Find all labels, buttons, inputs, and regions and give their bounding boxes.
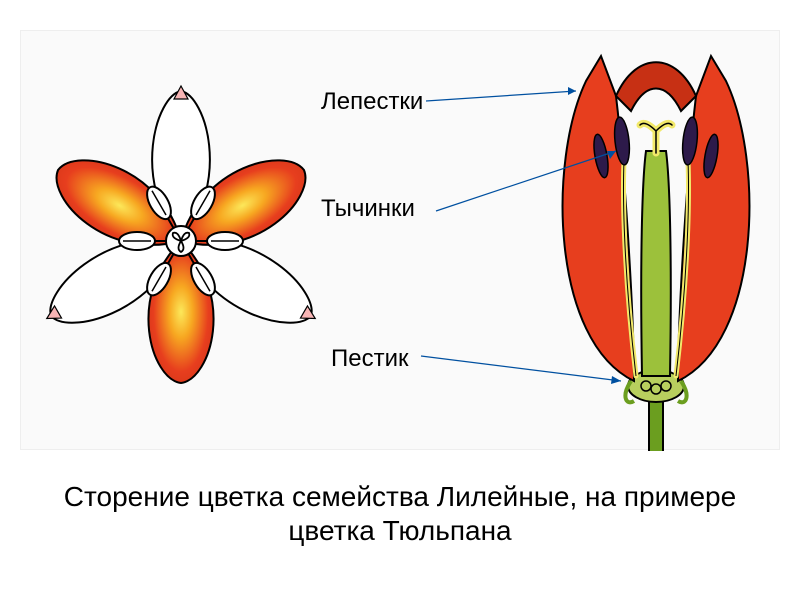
ovule bbox=[641, 381, 651, 391]
ovule bbox=[651, 384, 661, 394]
label-petals: Лепестки bbox=[321, 89, 441, 115]
side-view-flower bbox=[526, 31, 786, 451]
top-view-flower bbox=[21, 31, 351, 451]
figure-caption: Сторение цветка семейства Лилейные, на п… bbox=[50, 480, 750, 547]
ovule bbox=[661, 381, 671, 391]
pistil-top bbox=[166, 226, 196, 256]
label-pistil: Пестик bbox=[331, 346, 451, 372]
diagram-panel: Лепестки Тычинки Пестик bbox=[20, 30, 780, 450]
label-stamens: Тычинки bbox=[321, 196, 441, 222]
tepal-side-back bbox=[616, 62, 696, 111]
pistil-style bbox=[641, 151, 671, 376]
